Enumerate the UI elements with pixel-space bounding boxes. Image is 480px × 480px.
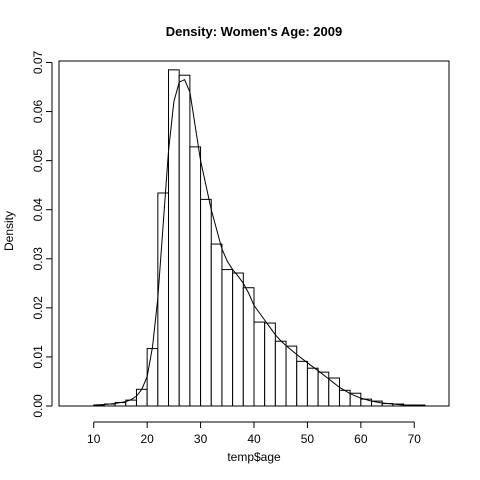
histogram-bar <box>296 360 308 407</box>
histogram-bar <box>146 348 159 407</box>
histogram-bar <box>135 388 148 407</box>
x-tick-label: 20 <box>140 432 154 446</box>
y-tick-label: 0.00 <box>31 394 45 418</box>
histogram-bar <box>306 367 319 407</box>
plot-frame <box>58 60 450 407</box>
y-axis-label: Density <box>2 211 16 251</box>
x-tick-label: 50 <box>301 432 315 446</box>
y-tick-label: 0.05 <box>31 149 45 173</box>
histogram-bars <box>93 69 426 407</box>
x-tick-label: 60 <box>354 432 368 446</box>
y-tick-label: 0.01 <box>31 345 45 369</box>
density-curve <box>93 78 425 407</box>
histogram-bar <box>221 269 234 407</box>
histogram-bar <box>210 243 223 407</box>
x-axis: 10 20 30 40 50 60 70 <box>87 421 422 446</box>
y-tick-label: 0.02 <box>31 296 45 320</box>
y-tick-label: 0.03 <box>31 247 45 271</box>
x-tick-label: 70 <box>408 432 422 446</box>
histogram-bar <box>328 377 340 407</box>
histogram-bar <box>264 322 276 407</box>
y-axis: 0.00 0.01 0.02 0.03 0.04 0.05 0.06 0.07 <box>31 50 53 418</box>
histogram-bar <box>274 340 287 407</box>
histogram-bar <box>168 69 180 407</box>
histogram-bar <box>200 198 212 407</box>
x-tick-label: 40 <box>247 432 261 446</box>
histogram-bar <box>349 392 362 407</box>
y-tick-label: 0.06 <box>31 100 45 124</box>
histogram-bar <box>178 74 191 407</box>
x-tick-label: 10 <box>87 432 101 446</box>
y-tick-label: 0.04 <box>31 198 45 222</box>
chart-title: Density: Women's Age: 2009 <box>166 24 342 39</box>
histogram-bar <box>285 345 298 407</box>
x-tick-label: 30 <box>194 432 208 446</box>
histogram-bar <box>242 287 255 407</box>
y-tick-label: 0.07 <box>31 50 45 74</box>
histogram-bar <box>189 146 202 407</box>
histogram-bar <box>253 321 266 407</box>
histogram-bar <box>232 272 244 407</box>
x-axis-label: temp$age <box>227 450 281 464</box>
